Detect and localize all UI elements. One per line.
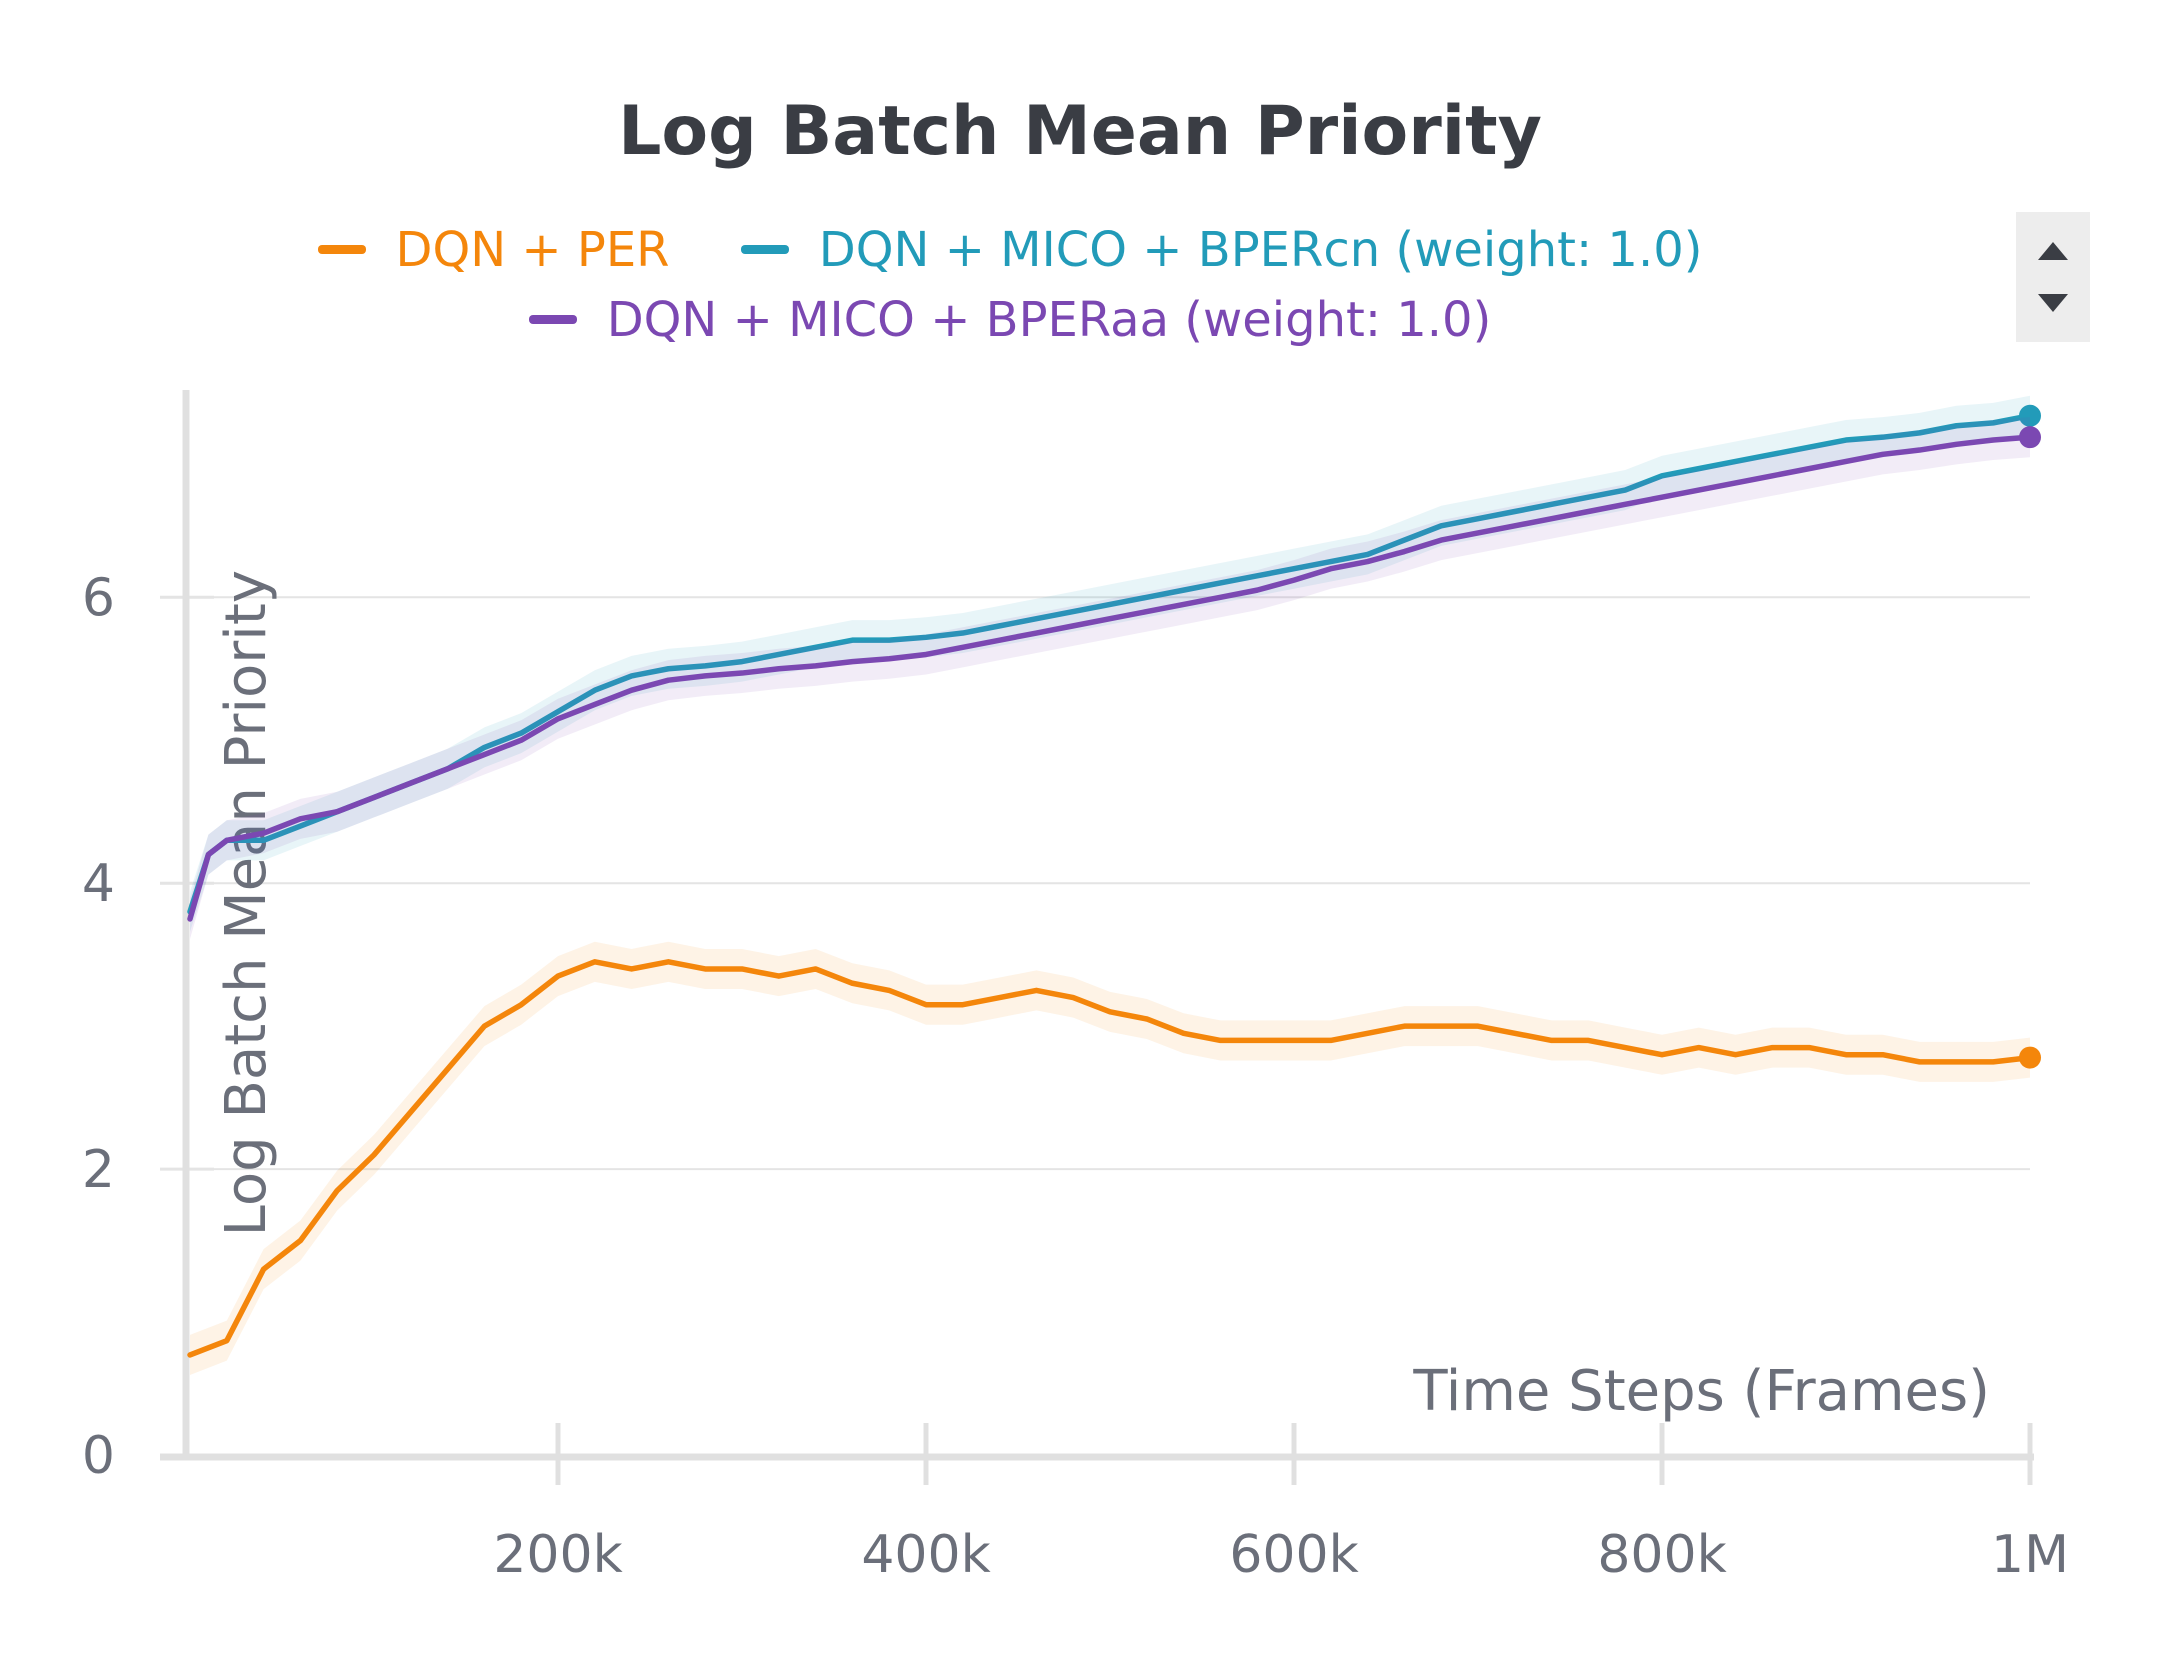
series-band-1 bbox=[190, 941, 2030, 1375]
legend-label-dqn-per: DQN + PER bbox=[395, 221, 670, 278]
y-axis-label: Log Batch Mean Priority bbox=[214, 570, 279, 1236]
triangle-down-icon[interactable] bbox=[2038, 294, 2068, 312]
y-tick-label: 4 bbox=[82, 854, 115, 914]
legend-swatch-bperaa bbox=[528, 315, 577, 324]
legend-row-2: DQN + MICO + BPERaa (weight: 1.0) bbox=[0, 280, 2020, 348]
series-end-marker-1 bbox=[2019, 1046, 2041, 1069]
x-tick-label: 400k bbox=[861, 1525, 990, 1585]
series-line-2 bbox=[187, 412, 2033, 915]
x-axis-label: Time Steps (Frames) bbox=[1412, 1359, 1990, 1424]
x-tick-label: 1M bbox=[1991, 1525, 2069, 1585]
series-line-1 bbox=[187, 959, 2033, 1358]
legend-row-1: DQN + PER DQN + MICO + BPERcn (weight: 1… bbox=[0, 210, 2020, 278]
legend-swatch-bpercn bbox=[740, 245, 789, 254]
x-tick-label: 600k bbox=[1229, 1525, 1358, 1585]
legend-item-dqn-per[interactable]: DQN + PER bbox=[317, 221, 670, 278]
legend-item-bperaa[interactable]: DQN + MICO + BPERaa (weight: 1.0) bbox=[528, 291, 1492, 348]
series-end-marker-2 bbox=[2019, 404, 2041, 427]
triangle-up-icon[interactable] bbox=[2038, 242, 2068, 260]
x-tick-label: 800k bbox=[1597, 1525, 1726, 1585]
legend-item-bpercn[interactable]: DQN + MICO + BPERcn (weight: 1.0) bbox=[740, 221, 1703, 278]
series-end-marker-3 bbox=[2019, 426, 2041, 449]
y-tick-label: 0 bbox=[82, 1426, 115, 1486]
series-band-2 bbox=[190, 395, 2030, 932]
chart-title: Log Batch Mean Priority bbox=[618, 92, 1542, 171]
series-line-3 bbox=[187, 434, 2033, 922]
legend-scroll-control bbox=[2016, 212, 2090, 342]
series-band-3 bbox=[190, 417, 2030, 939]
y-tick-label: 6 bbox=[82, 568, 115, 628]
legend-label-bperaa: DQN + MICO + BPERaa (weight: 1.0) bbox=[606, 291, 1492, 348]
legend-label-bpercn: DQN + MICO + BPERcn (weight: 1.0) bbox=[818, 221, 1703, 278]
x-tick-label: 200k bbox=[493, 1525, 622, 1585]
legend-swatch-dqn-per bbox=[317, 245, 366, 254]
y-tick-label: 2 bbox=[82, 1140, 115, 1200]
